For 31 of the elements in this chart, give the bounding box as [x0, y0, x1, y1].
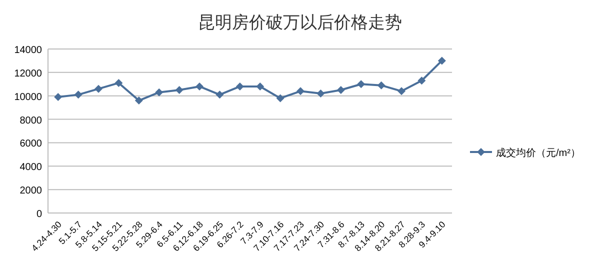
point: [438, 56, 446, 65]
point: [316, 90, 325, 98]
legend-label: 成交均价（元/m²）: [496, 147, 580, 159]
point: [336, 86, 345, 94]
point: [236, 82, 244, 90]
y-tick-label: 10000: [14, 92, 42, 103]
point: [398, 87, 406, 96]
point: [357, 80, 366, 88]
point: [74, 90, 82, 99]
point: [196, 82, 204, 90]
legend: 成交均价（元/m²）: [470, 148, 580, 159]
point: [276, 94, 284, 102]
point: [377, 81, 386, 90]
y-tick-label: 0: [36, 209, 42, 220]
title: 昆明房价破万以后价格走势: [198, 13, 402, 32]
point: [175, 86, 184, 94]
y-tick-label: 12000: [14, 68, 42, 80]
point: [155, 88, 164, 96]
point: [256, 82, 264, 90]
point: [114, 78, 123, 87]
point: [134, 96, 143, 105]
point: [296, 87, 304, 96]
point: [216, 90, 224, 99]
point: [418, 76, 426, 85]
point: [54, 93, 62, 102]
y-tick-label: 4000: [20, 162, 42, 174]
y-tick-label: 2000: [20, 186, 42, 197]
y-tick-label: 8000: [20, 115, 42, 126]
point: [94, 84, 102, 93]
y-tick-label: 14000: [14, 45, 42, 56]
y-tick-label: 6000: [20, 138, 42, 150]
